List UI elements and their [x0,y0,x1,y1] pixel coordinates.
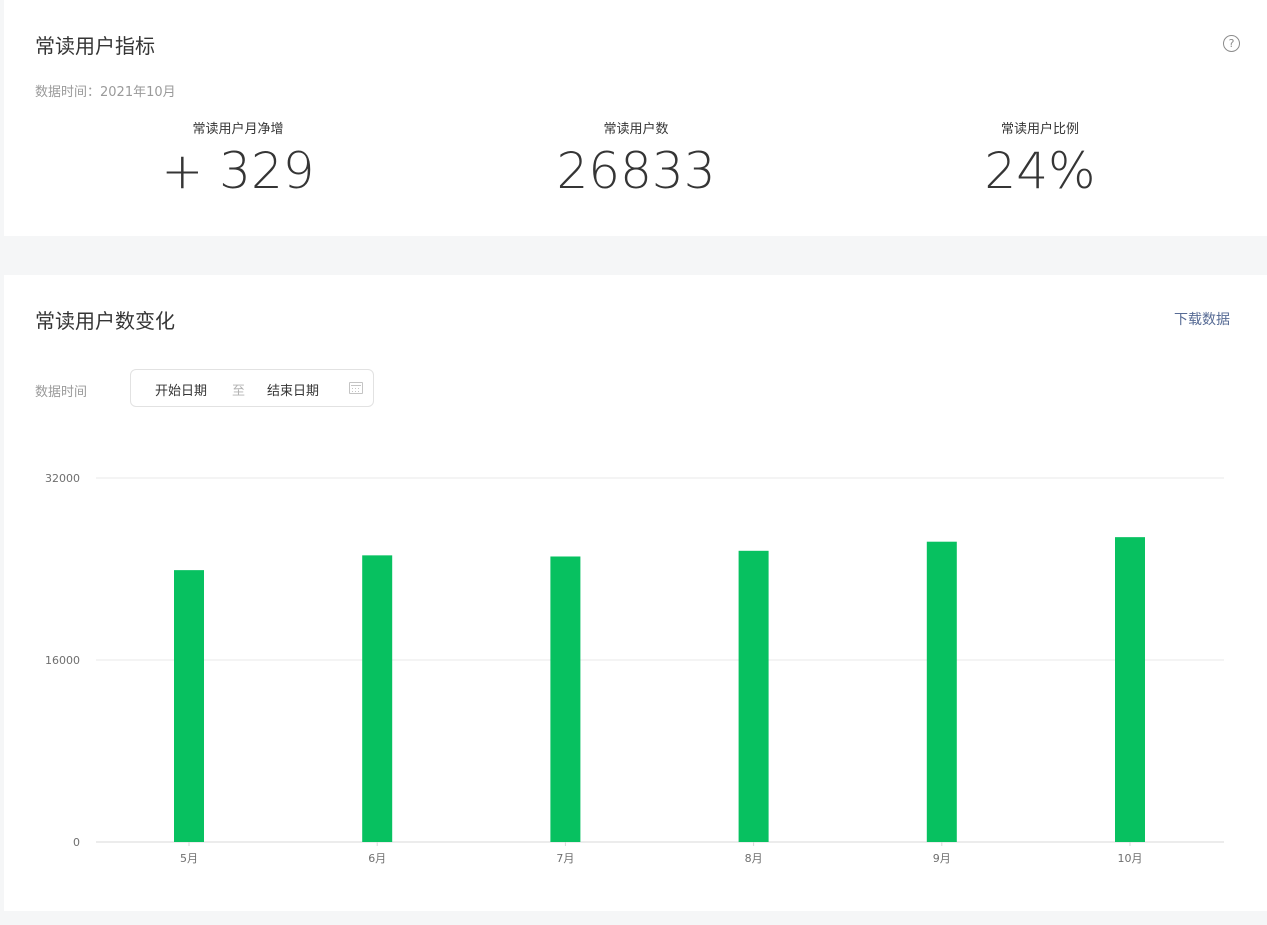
metric-value: 24% [984,142,1096,200]
metric-value: + 329 [161,142,315,200]
metric-value: 26833 [556,142,716,200]
metrics-title: 常读用户指标 [35,34,155,58]
date-range-picker[interactable]: 开始日期 至 结束日期 [130,369,374,407]
date-separator: 至 [232,384,246,399]
filter-label: 数据时间 [35,385,88,400]
bar [362,555,393,842]
bar [1115,537,1145,842]
metric-net-growth: 常读用户月净增 + 329 [38,118,438,199]
end-date-input[interactable]: 结束日期 [267,384,320,399]
y-tick-label: 32000 [45,472,80,485]
y-tick-label: 0 [73,836,80,849]
metrics-card: 常读用户指标 ? 数据时间：2021年10月 常读用户月净增 + 329 常读用… [4,0,1267,236]
start-date-input[interactable]: 开始日期 [155,384,208,399]
download-data-link[interactable]: 下载数据 [1174,312,1230,328]
metric-user-ratio: 常读用户比例 24% [840,118,1240,199]
bar [550,556,581,842]
bar [738,550,769,842]
x-tick-label: 5月 [180,852,198,865]
x-tick-label: 6月 [368,852,386,865]
y-tick-label: 16000 [45,654,80,667]
metric-user-count: 常读用户数 26833 [436,118,836,199]
x-tick-label: 7月 [556,852,574,865]
chart-title: 常读用户数变化 [35,309,175,333]
chart-card: 常读用户数变化 下载数据 数据时间 开始日期 至 结束日期 0 16000 3200… [4,275,1267,911]
bar-chart: 0 16000 32000 5月 6月 7月 8月 9月 10月 [45,472,1224,865]
help-icon[interactable]: ? [1223,35,1240,52]
metric-label: 常读用户数 [603,122,669,137]
x-tick-label: 8月 [745,852,763,865]
bar [174,570,204,842]
calendar-icon[interactable] [349,382,363,394]
metric-label: 常读用户月净增 [192,122,284,137]
bar [926,541,957,842]
x-tick-label: 9月 [933,852,951,865]
data-time-label: 数据时间：2021年10月 [35,85,176,100]
x-tick-label: 10月 [1118,852,1143,865]
metric-label: 常读用户比例 [1000,122,1079,137]
